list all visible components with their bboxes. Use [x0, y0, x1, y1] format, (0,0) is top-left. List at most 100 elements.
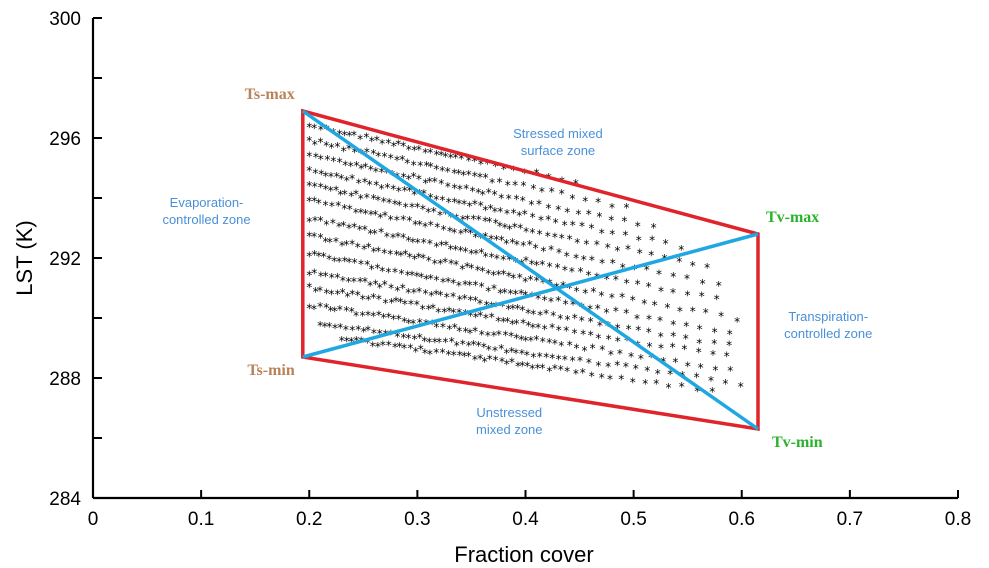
data-point: *: [358, 258, 364, 272]
data-point: *: [498, 342, 504, 356]
data-point: *: [513, 288, 519, 302]
data-point: *: [434, 220, 440, 234]
data-point: *: [432, 257, 438, 271]
data-point: *: [371, 192, 377, 206]
data-point: *: [446, 196, 452, 210]
data-point: *: [357, 132, 363, 146]
data-point: *: [605, 241, 611, 255]
data-point: *: [683, 332, 689, 346]
data-point: *: [439, 164, 445, 178]
data-point: *: [609, 291, 615, 305]
data-point: *: [626, 323, 632, 337]
data-point: *: [481, 340, 487, 354]
data-point: *: [411, 188, 417, 202]
data-point: *: [411, 143, 417, 157]
data-point: *: [340, 219, 346, 233]
data-point: *: [468, 247, 474, 261]
data-point: *: [433, 287, 439, 301]
data-point: *: [679, 380, 685, 394]
data-point: *: [383, 297, 389, 311]
data-point: *: [555, 294, 561, 308]
data-point: *: [633, 362, 639, 376]
data-point: *: [475, 264, 481, 278]
data-point: *: [457, 182, 463, 196]
data-point: *: [493, 216, 499, 230]
data-point: *: [535, 292, 541, 306]
data-point: *: [396, 199, 402, 213]
data-point: *: [467, 293, 473, 307]
data-point: *: [353, 206, 359, 220]
data-point: *: [368, 208, 374, 222]
data-point: *: [480, 264, 486, 278]
data-point: *: [586, 356, 592, 370]
data-point: *: [528, 273, 534, 287]
data-point: *: [478, 199, 484, 213]
data-point: *: [358, 206, 364, 220]
data-point: *: [467, 279, 473, 293]
data-point: *: [311, 267, 317, 281]
data-point: *: [667, 368, 673, 382]
data-point: *: [411, 158, 417, 172]
data-point: *: [357, 223, 363, 237]
data-point: *: [331, 255, 337, 269]
data-point: *: [329, 141, 335, 155]
data-point: *: [398, 249, 404, 263]
data-point: *: [440, 276, 446, 290]
data-point: *: [681, 343, 687, 357]
data-point: *: [529, 257, 535, 271]
data-point: *: [450, 290, 456, 304]
data-point: *: [543, 307, 549, 321]
data-point: *: [366, 241, 372, 255]
data-point: *: [397, 340, 403, 354]
data-point: *: [624, 201, 630, 215]
data-point: *: [373, 277, 379, 291]
data-point: *: [504, 358, 510, 372]
data-point: *: [558, 363, 564, 377]
data-point: *: [562, 218, 568, 232]
data-point: *: [473, 294, 479, 308]
data-point: *: [326, 320, 332, 334]
data-point: *: [491, 269, 497, 283]
data-point: *: [435, 305, 441, 319]
data-point: *: [396, 312, 402, 326]
data-point: *: [589, 253, 595, 267]
x-tick-label: 0.3: [404, 509, 430, 530]
y-tick-label: 288: [49, 369, 81, 390]
data-point: *: [361, 325, 367, 339]
data-point: *: [340, 274, 346, 288]
data-point: *: [477, 297, 483, 311]
data-point: *: [355, 323, 361, 337]
data-point: *: [335, 287, 341, 301]
data-point: *: [379, 265, 385, 279]
data-point: *: [540, 276, 546, 290]
data-point: *: [648, 249, 654, 263]
data-point: *: [375, 193, 381, 207]
data-point: *: [349, 305, 355, 319]
data-point: *: [382, 150, 388, 164]
data-point: *: [341, 144, 347, 158]
data-point: *: [401, 170, 407, 184]
data-point: *: [530, 211, 536, 225]
data-point: *: [362, 275, 368, 289]
data-point: *: [449, 335, 455, 349]
data-point: *: [509, 345, 515, 359]
data-point: *: [572, 327, 578, 341]
data-point: *: [334, 140, 340, 154]
data-point: *: [533, 241, 539, 255]
data-point: *: [318, 168, 324, 182]
data-point: *: [556, 246, 562, 260]
data-point: *: [434, 148, 440, 162]
data-point: *: [394, 284, 400, 298]
data-point: *: [346, 275, 352, 289]
data-point: *: [447, 225, 453, 239]
data-point: *: [694, 371, 700, 385]
data-point: *: [450, 306, 456, 320]
data-point: *: [511, 207, 517, 221]
data-point: *: [318, 180, 324, 194]
data-point: *: [402, 298, 408, 312]
data-point: *: [412, 333, 418, 347]
data-point: *: [433, 193, 439, 207]
data-point: *: [428, 289, 434, 303]
data-point: *: [306, 194, 312, 208]
